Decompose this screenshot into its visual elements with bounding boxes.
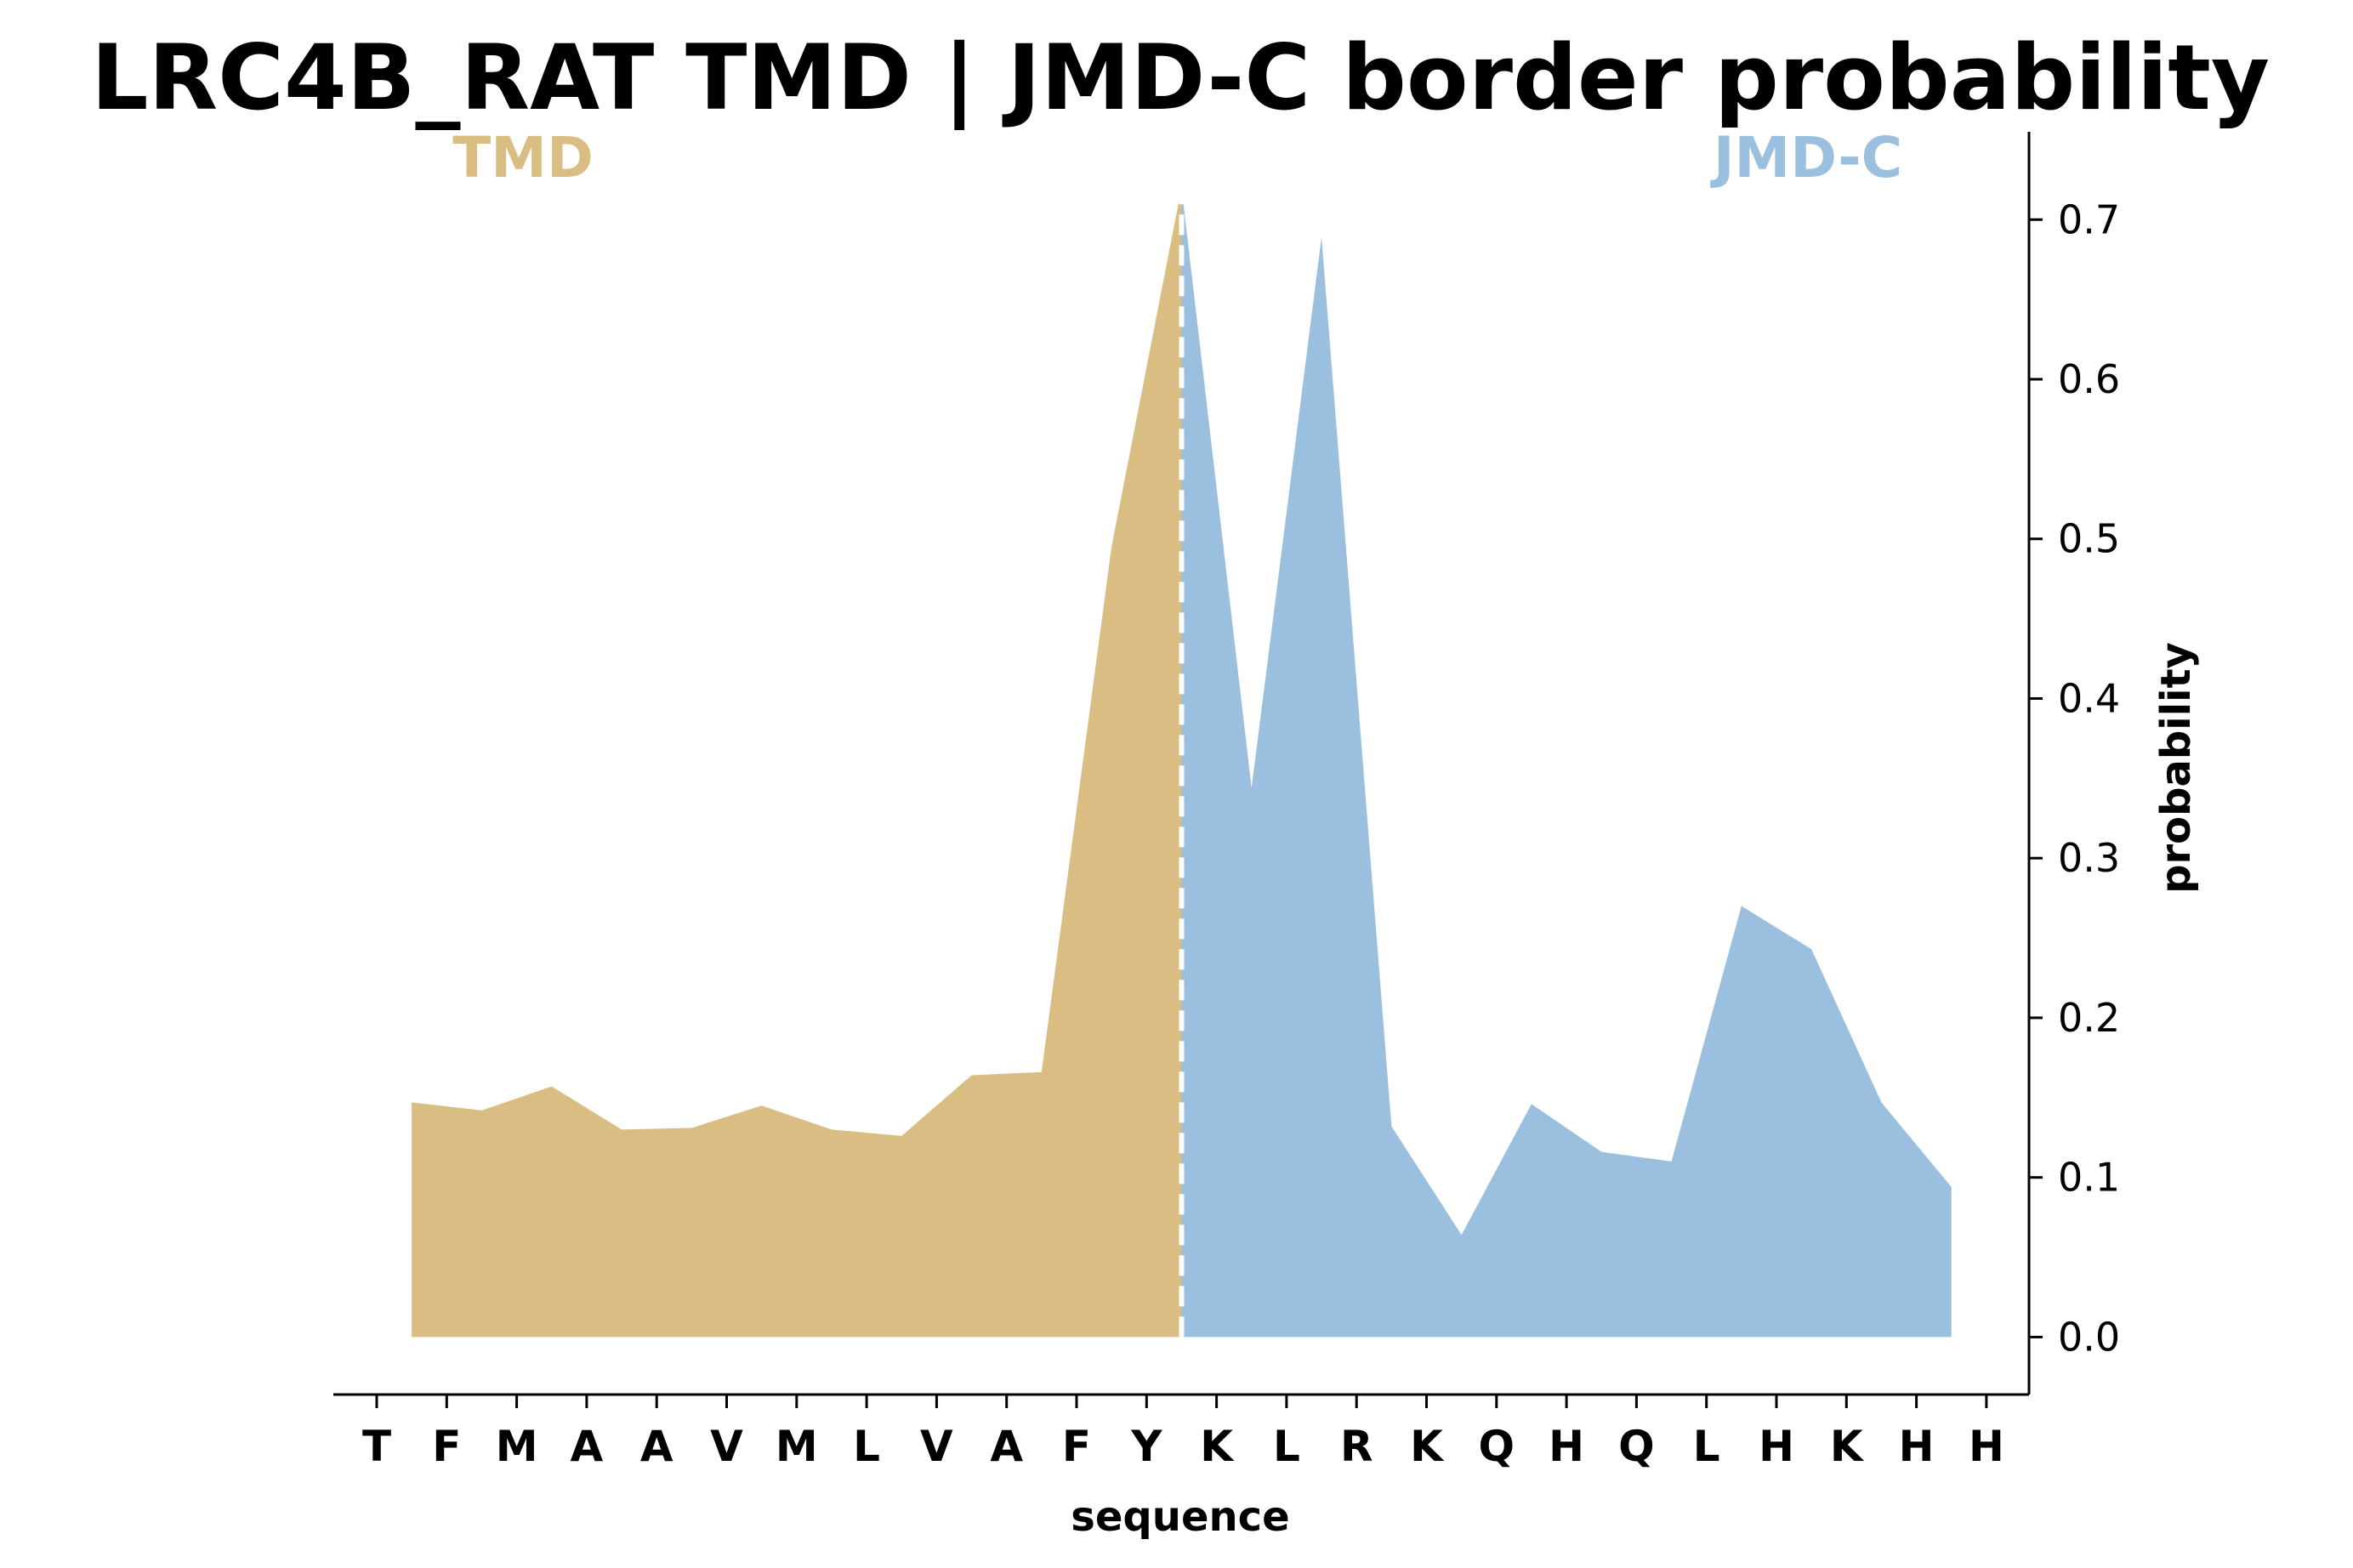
x-tick-label: K — [1410, 1422, 1445, 1471]
x-axis-label: sequence — [1071, 1493, 1289, 1541]
x-tick-label: Q — [1618, 1422, 1655, 1471]
x-tick-label: T — [362, 1422, 391, 1471]
x-tick-label: F — [432, 1422, 461, 1471]
y-tick-label: 0.3 — [2058, 835, 2120, 881]
x-tick-label: V — [920, 1422, 953, 1471]
x-tick-label: H — [1759, 1422, 1794, 1471]
y-tick-label: 0.1 — [2058, 1155, 2120, 1201]
x-tick-label: H — [1969, 1422, 2004, 1471]
y-tick-label: 0.4 — [2058, 675, 2120, 721]
x-tick-label: Q — [1479, 1422, 1515, 1471]
y-tick-label: 0.5 — [2058, 516, 2120, 562]
x-tick-label: A — [990, 1422, 1023, 1471]
x-tick-label: Y — [1130, 1422, 1162, 1471]
x-tick-label: M — [776, 1422, 818, 1471]
x-tick-label: H — [1899, 1422, 1935, 1471]
x-tick-label: L — [1273, 1422, 1300, 1471]
x-tick-label: A — [571, 1422, 604, 1471]
chart-title: LRC4B_RAT TMD | JMD-C border probability — [91, 26, 2270, 131]
x-tick-label: K — [1830, 1422, 1865, 1471]
tmd-region-label: TMD — [452, 125, 593, 190]
jmdc-region-label: JMD-C — [1710, 125, 1902, 190]
area-tmd — [412, 187, 1182, 1338]
y-tick-label: 0.6 — [2058, 356, 2120, 402]
y-tick-label: 0.0 — [2058, 1314, 2120, 1360]
x-tick-label: M — [496, 1422, 538, 1471]
x-tick-label: R — [1340, 1422, 1373, 1471]
x-tick-label: L — [853, 1422, 880, 1471]
y-tick-label: 0.7 — [2058, 196, 2120, 242]
x-tick-label: K — [1200, 1422, 1235, 1471]
x-tick-label: A — [640, 1422, 674, 1471]
area-series-group — [412, 187, 1952, 1338]
y-tick-label: 0.2 — [2058, 995, 2120, 1041]
y-tick-group: 0.0 0.1 0.2 0.3 0.4 0.5 0.6 0.7 — [2029, 196, 2120, 1360]
x-tick-label: F — [1062, 1422, 1091, 1471]
x-tick-label: H — [1549, 1422, 1584, 1471]
x-tick-label: L — [1693, 1422, 1720, 1471]
area-jmdc — [1181, 187, 1952, 1338]
y-axis-label: probability — [2152, 642, 2200, 894]
x-tick-label: V — [710, 1422, 743, 1471]
